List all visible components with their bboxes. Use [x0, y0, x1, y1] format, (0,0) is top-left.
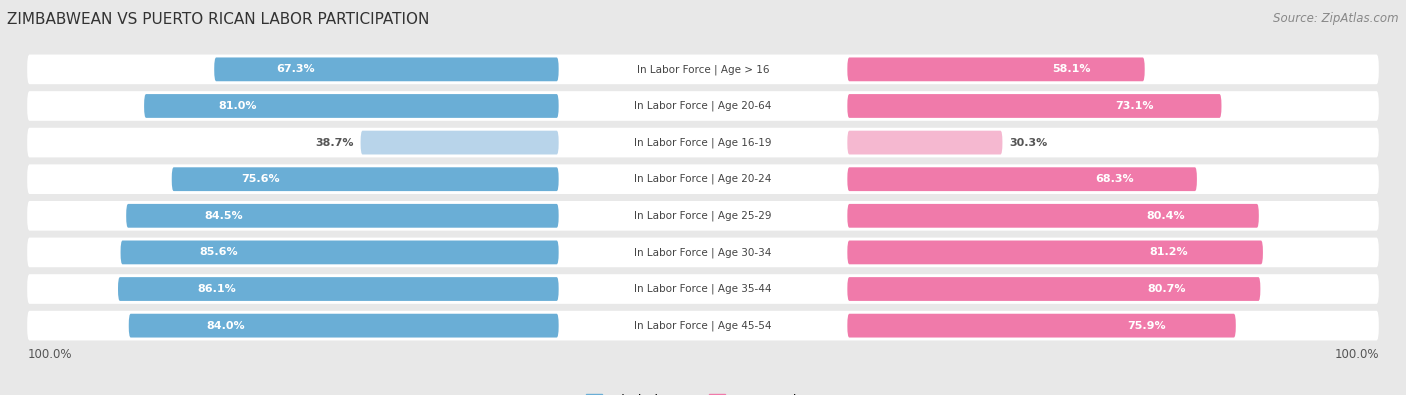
Text: 68.3%: 68.3% — [1095, 174, 1135, 184]
FancyBboxPatch shape — [129, 314, 558, 338]
FancyBboxPatch shape — [27, 128, 1379, 158]
Text: 100.0%: 100.0% — [27, 348, 72, 361]
Text: In Labor Force | Age 20-64: In Labor Force | Age 20-64 — [634, 101, 772, 111]
FancyBboxPatch shape — [27, 274, 1379, 304]
Text: 30.3%: 30.3% — [1010, 137, 1047, 148]
FancyBboxPatch shape — [848, 94, 1222, 118]
FancyBboxPatch shape — [27, 55, 1379, 84]
Text: 75.9%: 75.9% — [1128, 321, 1166, 331]
Text: In Labor Force | Age 45-54: In Labor Force | Age 45-54 — [634, 320, 772, 331]
Text: 100.0%: 100.0% — [1334, 348, 1379, 361]
FancyBboxPatch shape — [848, 167, 1197, 191]
Text: 86.1%: 86.1% — [197, 284, 236, 294]
Text: 85.6%: 85.6% — [200, 247, 238, 258]
Text: 80.7%: 80.7% — [1147, 284, 1187, 294]
Text: Source: ZipAtlas.com: Source: ZipAtlas.com — [1274, 12, 1399, 25]
FancyBboxPatch shape — [27, 237, 1379, 267]
Text: In Labor Force | Age 25-29: In Labor Force | Age 25-29 — [634, 211, 772, 221]
FancyBboxPatch shape — [848, 57, 1144, 81]
FancyBboxPatch shape — [848, 131, 1002, 154]
Text: 84.5%: 84.5% — [204, 211, 243, 221]
Text: 84.0%: 84.0% — [207, 321, 245, 331]
Text: In Labor Force | Age 30-34: In Labor Force | Age 30-34 — [634, 247, 772, 258]
Text: In Labor Force | Age 35-44: In Labor Force | Age 35-44 — [634, 284, 772, 294]
Text: In Labor Force | Age 16-19: In Labor Force | Age 16-19 — [634, 137, 772, 148]
Text: 75.6%: 75.6% — [242, 174, 280, 184]
FancyBboxPatch shape — [848, 314, 1236, 338]
FancyBboxPatch shape — [172, 167, 558, 191]
Text: 73.1%: 73.1% — [1115, 101, 1154, 111]
Text: In Labor Force | Age > 16: In Labor Force | Age > 16 — [637, 64, 769, 75]
Text: ZIMBABWEAN VS PUERTO RICAN LABOR PARTICIPATION: ZIMBABWEAN VS PUERTO RICAN LABOR PARTICI… — [7, 12, 429, 27]
FancyBboxPatch shape — [27, 164, 1379, 194]
FancyBboxPatch shape — [848, 241, 1263, 264]
FancyBboxPatch shape — [143, 94, 558, 118]
FancyBboxPatch shape — [214, 57, 558, 81]
Text: In Labor Force | Age 20-24: In Labor Force | Age 20-24 — [634, 174, 772, 184]
FancyBboxPatch shape — [118, 277, 558, 301]
FancyBboxPatch shape — [848, 204, 1258, 228]
FancyBboxPatch shape — [27, 91, 1379, 121]
Text: 80.4%: 80.4% — [1146, 211, 1185, 221]
Text: 81.0%: 81.0% — [219, 101, 257, 111]
FancyBboxPatch shape — [27, 201, 1379, 231]
Text: 58.1%: 58.1% — [1053, 64, 1091, 74]
FancyBboxPatch shape — [127, 204, 558, 228]
Legend: Zimbabwean, Puerto Rican: Zimbabwean, Puerto Rican — [586, 394, 820, 395]
FancyBboxPatch shape — [360, 131, 558, 154]
FancyBboxPatch shape — [121, 241, 558, 264]
Text: 81.2%: 81.2% — [1150, 247, 1188, 258]
FancyBboxPatch shape — [848, 277, 1260, 301]
Text: 67.3%: 67.3% — [276, 64, 315, 74]
FancyBboxPatch shape — [27, 311, 1379, 340]
Text: 38.7%: 38.7% — [315, 137, 354, 148]
